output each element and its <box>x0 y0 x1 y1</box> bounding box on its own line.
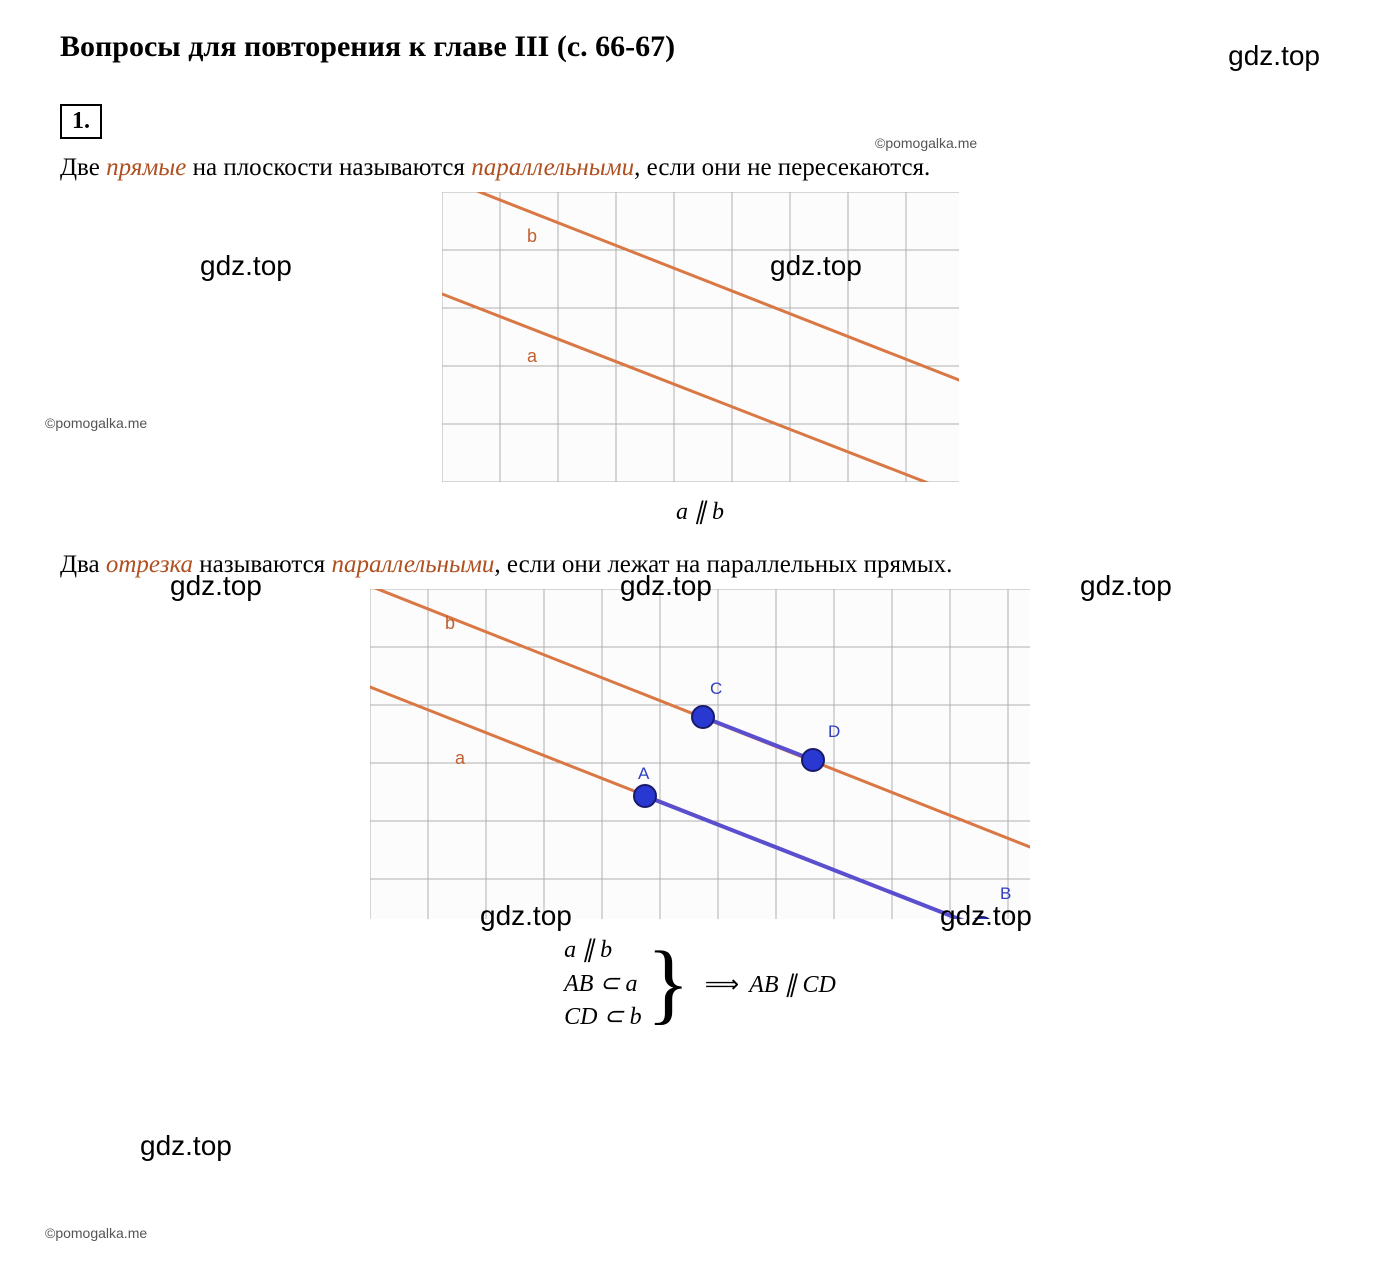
chart-1-container: ab <box>60 192 1340 487</box>
def1-hl2: параллельными <box>471 154 634 181</box>
svg-text:a: a <box>455 748 466 768</box>
def1-hl1: прямые <box>106 154 186 181</box>
svg-text:a: a <box>527 346 538 366</box>
parallel-segments-chart: A B C Da b <box>370 589 1030 919</box>
svg-text:b: b <box>527 226 537 246</box>
question-number-box: 1. <box>60 104 102 139</box>
svg-text:b: b <box>445 613 455 633</box>
math2-line2: AB ⊂ a <box>564 968 637 1002</box>
svg-text:D: D <box>828 722 840 741</box>
svg-text:C: C <box>710 679 722 698</box>
svg-text:A: A <box>638 764 650 783</box>
math2-premises: a ∥ b AB ⊂ a CD ⊂ b <box>564 934 641 1035</box>
chart-2-container: A B C Da b <box>60 589 1340 924</box>
math2-result: AB ∥ CD <box>749 970 836 999</box>
def2-hl1: отрезка <box>106 551 193 578</box>
def1-pre: Две <box>60 154 106 181</box>
math2-line1: a ∥ b <box>564 934 612 968</box>
def2-pre: Два <box>60 551 106 578</box>
math1-text: a ∥ b <box>676 499 724 525</box>
watermark-pom: ©pomogalka.me <box>875 135 977 151</box>
watermark-pom: ©pomogalka.me <box>45 1225 147 1241</box>
definition-1: Две прямые на плоскости называются парал… <box>60 154 1340 182</box>
parallel-lines-chart: ab <box>442 192 959 482</box>
def2-mid: называются <box>193 551 331 578</box>
def2-hl2: параллельными <box>331 551 494 578</box>
math-notation-1: a ∥ b <box>60 497 1340 526</box>
page-title: Вопросы для повторения к главе III (с. 6… <box>60 30 1340 64</box>
def1-mid: на плоскости называются <box>186 154 471 181</box>
watermark-gdz: gdz.top <box>140 1130 232 1162</box>
implies-icon: ⟹ <box>705 970 739 999</box>
def1-post: , если они не пересекаются. <box>634 154 930 181</box>
definition-2: Два отрезка называются параллельными, ес… <box>60 551 1340 579</box>
svg-text:B: B <box>1000 884 1011 903</box>
right-brace-icon: } <box>647 948 690 1020</box>
math2-line3: CD ⊂ b <box>564 1001 641 1035</box>
math-notation-2: a ∥ b AB ⊂ a CD ⊂ b } ⟹ AB ∥ CD <box>60 934 1340 1035</box>
def2-post: , если они лежат на параллельных прямых. <box>494 551 952 578</box>
